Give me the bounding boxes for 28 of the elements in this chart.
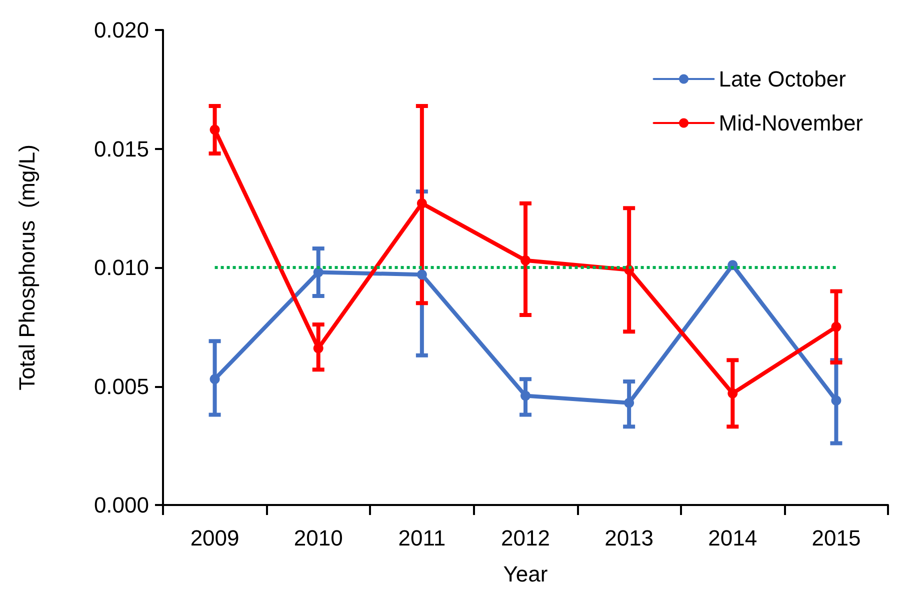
y-tick-label: 0.000 — [94, 492, 149, 518]
point — [520, 255, 530, 266]
x-tick-label: 2013 — [604, 526, 654, 550]
y-tick-label: 0.015 — [94, 136, 149, 162]
legend-label: Mid-November — [718, 110, 864, 136]
point — [313, 343, 324, 354]
legend-label: Late October — [718, 66, 846, 92]
point — [520, 390, 530, 401]
x-tick-label: 2011 — [398, 526, 446, 550]
point — [416, 270, 427, 280]
point — [624, 398, 634, 408]
x-tick-label: 2015 — [812, 526, 861, 550]
x-tick-label: 2014 — [708, 526, 758, 550]
x-tick-label: 2012 — [501, 526, 550, 550]
x-tick-label: 2009 — [190, 526, 240, 550]
point — [313, 267, 324, 278]
point — [210, 374, 220, 384]
y-tick-label: 0.005 — [94, 374, 149, 399]
y-tick-label: 0.010 — [94, 255, 149, 280]
point — [831, 322, 842, 332]
point — [831, 396, 842, 406]
point — [210, 124, 220, 135]
x-tick-label: 2010 — [294, 526, 343, 550]
x-axis-title: Year — [503, 562, 548, 586]
y-tick-label: 0.020 — [94, 18, 149, 42]
y-axis-title: Total Phosphorus (mg/L) — [14, 144, 40, 390]
point — [728, 388, 738, 398]
point — [416, 198, 427, 208]
